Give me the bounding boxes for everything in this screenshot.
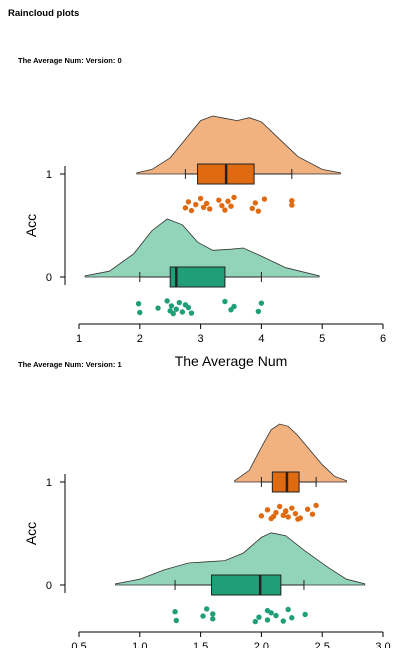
- data-point: [216, 197, 222, 203]
- data-point: [173, 617, 179, 624]
- x-axis-title: The Average Num: [175, 353, 288, 369]
- data-point: [228, 203, 234, 209]
- data-point: [164, 298, 170, 304]
- data-point: [313, 502, 319, 509]
- data-point: [219, 202, 225, 209]
- data-point: [273, 509, 279, 516]
- y-axis-title: Acc: [23, 214, 39, 237]
- chart-panel-version-0: The Average Num: Version: 0 1 2 3 4 5 6 The Av…: [0, 40, 393, 369]
- data-point: [264, 507, 271, 513]
- data-point: [304, 506, 311, 512]
- data-point: [270, 513, 277, 520]
- data-point: [222, 207, 228, 213]
- box: [169, 266, 226, 288]
- data-point: [283, 508, 289, 514]
- data-point: [255, 208, 262, 214]
- data-point: [289, 615, 295, 621]
- x-tick-label: 2: [137, 333, 143, 345]
- x-tick-label: 2.0: [254, 641, 269, 648]
- data-point: [289, 505, 295, 511]
- data-point: [197, 195, 204, 202]
- data-point: [200, 204, 207, 210]
- data-point: [231, 194, 237, 201]
- x-tick-label: 1: [76, 333, 82, 345]
- x-tick-label: 3: [198, 333, 204, 345]
- data-point: [179, 309, 186, 315]
- data-point: [264, 617, 271, 623]
- y-tick-label: 1: [46, 477, 52, 489]
- data-point: [231, 303, 237, 310]
- data-point: [255, 308, 262, 315]
- chart-title: The Average Num: Version: 1: [18, 360, 122, 369]
- data-point: [210, 611, 216, 617]
- data-point: [170, 310, 176, 317]
- data-point: [155, 305, 161, 311]
- data-point: [200, 613, 206, 619]
- x-tick-label: 1.5: [193, 641, 208, 648]
- data-point: [292, 510, 299, 517]
- data-point: [188, 310, 195, 316]
- data-point: [268, 610, 274, 616]
- x-tick-label: 5: [319, 333, 325, 345]
- x-tick-label: 3.0: [375, 641, 390, 648]
- density-cloud: [136, 115, 341, 175]
- data-point: [225, 198, 231, 204]
- y-tick-label: 0: [46, 272, 52, 284]
- chart-title: The Average Num: Version: 0: [18, 56, 122, 65]
- x-tick-label: 1.0: [132, 641, 147, 648]
- data-point: [135, 301, 142, 307]
- data-point: [285, 514, 291, 520]
- data-point: [188, 207, 195, 214]
- data-point: [137, 309, 143, 316]
- data-point: [256, 614, 262, 620]
- data-point: [185, 199, 192, 205]
- data-point: [289, 202, 295, 208]
- data-point: [176, 299, 183, 306]
- data-point: [172, 609, 178, 615]
- page-title: Raincloud plots: [8, 8, 80, 19]
- data-point: [252, 618, 259, 625]
- raincloud-chart-version-0: 1 2 3 4 5 6 The Average Num Acc 1 0: [23, 115, 386, 369]
- data-point: [182, 205, 189, 211]
- data-point: [193, 201, 199, 208]
- data-point: [252, 200, 259, 206]
- data-point: [280, 618, 286, 624]
- y-tick-label: 0: [46, 580, 52, 592]
- chart-panel-version-1: The Average Num: Version: 1 0.5 1.0 1.5 2.0…: [0, 348, 393, 648]
- box: [211, 574, 282, 596]
- data-point: [168, 303, 175, 309]
- data-point: [276, 503, 283, 510]
- data-point: [295, 516, 301, 522]
- data-point: [261, 196, 268, 202]
- data-point: [207, 206, 213, 212]
- y-axis-title: Acc: [23, 522, 39, 545]
- x-tick-label: 4: [258, 333, 264, 345]
- density-cloud: [84, 218, 320, 278]
- data-point: [302, 611, 308, 618]
- x-tick-label: 2.5: [315, 641, 330, 648]
- data-point: [280, 512, 286, 518]
- data-point: [185, 304, 192, 311]
- data-point: [249, 205, 255, 212]
- y-tick-label: 1: [46, 169, 52, 181]
- density-cloud: [234, 423, 347, 483]
- data-point: [285, 606, 291, 613]
- data-point: [258, 513, 265, 519]
- data-point: [258, 300, 265, 306]
- data-point: [309, 511, 316, 517]
- data-point: [289, 198, 295, 204]
- data-point: [210, 616, 216, 622]
- data-point: [173, 306, 179, 312]
- data-point: [203, 200, 210, 207]
- data-point: [222, 298, 228, 305]
- density-cloud: [115, 532, 366, 586]
- data-point: [203, 606, 210, 612]
- x-tick-label: 6: [380, 333, 386, 345]
- x-tick-label: 0.5: [71, 641, 86, 648]
- data-point: [273, 612, 279, 619]
